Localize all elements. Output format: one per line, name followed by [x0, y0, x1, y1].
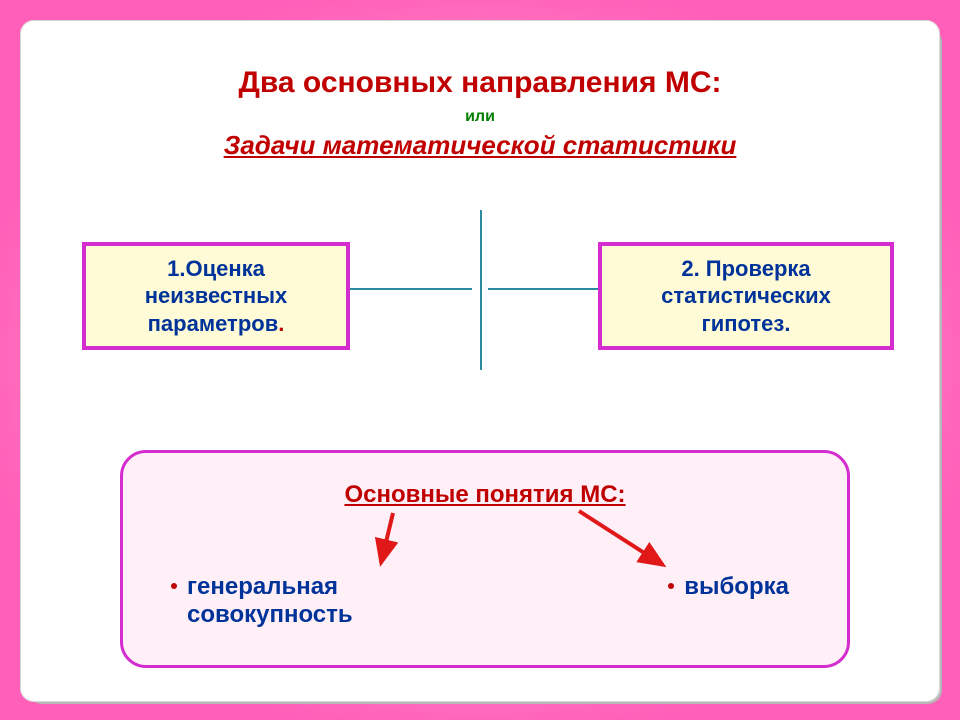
connector-vertical [480, 210, 482, 370]
bullet-icon [668, 583, 674, 589]
slide-subtitle: Задачи математической статистики [20, 130, 940, 161]
concepts-box: Основные понятия МС: генеральнаясовокупн… [120, 450, 850, 668]
direction-2-text: 2. Проверкастатистическихгипотез. [661, 255, 831, 338]
concepts-title: Основные понятия МС: [163, 481, 807, 509]
outer-frame: Два основных направления МС: или Задачи … [0, 0, 960, 720]
slide-title: Два основных направления МС: [20, 66, 940, 100]
direction-box-1: 1.Оценканеизвестныхпараметров. [82, 242, 350, 350]
direction-box-2: 2. Проверкастатистическихгипотез. [598, 242, 894, 350]
concept-right-text: выборка [684, 573, 789, 601]
arrow-right [543, 491, 683, 571]
concept-left-text: генеральнаясовокупность [187, 573, 353, 629]
concepts-row: генеральнаясовокупность выборка [163, 573, 807, 629]
connector-horizontal-right [488, 288, 598, 290]
connector-horizontal-left [348, 288, 472, 290]
or-word: или [20, 108, 940, 126]
concept-item-right: выборка [668, 573, 789, 629]
arrow-left [373, 493, 433, 573]
direction-1-text: 1.Оценканеизвестныхпараметров. [145, 255, 287, 338]
bullet-icon [171, 583, 177, 589]
slide: Два основных направления МС: или Задачи … [20, 20, 940, 702]
concept-item-left: генеральнаясовокупность [171, 573, 353, 629]
